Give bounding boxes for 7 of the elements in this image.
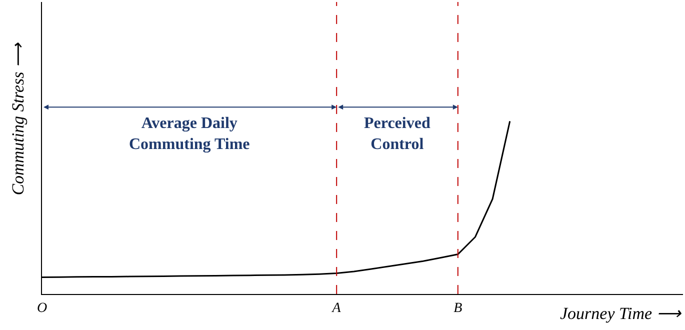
x-axis-title: Journey Time ⟶ [560, 304, 682, 323]
x-tick-label: O [36, 300, 48, 316]
annotation: Perceived Control [364, 115, 430, 153]
x-tick-label: B [454, 300, 463, 316]
annotation: Average Daily Commuting Time [129, 115, 250, 153]
y-axis-title: Commuting Stress ⟶ [8, 42, 28, 196]
x-tick-label: A [331, 300, 342, 316]
